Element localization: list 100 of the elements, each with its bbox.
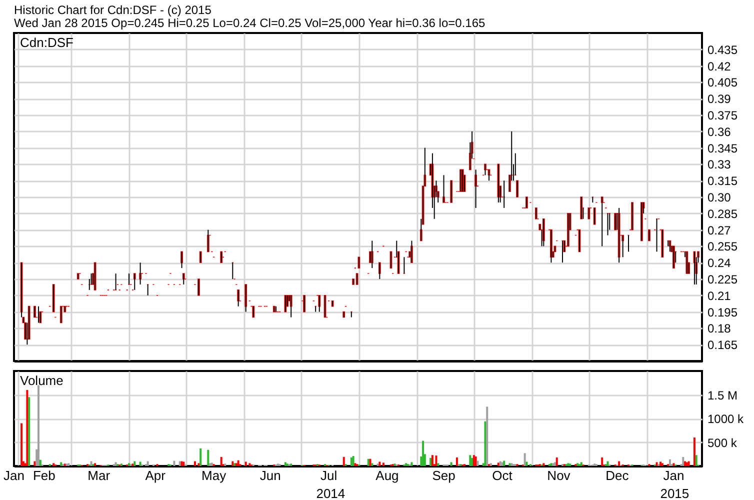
bar [471, 458, 474, 466]
bar [668, 459, 671, 466]
y-tick-label: 0.36 [708, 124, 732, 139]
bar [486, 406, 488, 466]
bar [684, 461, 686, 466]
y-tick-label: 0.30 [708, 190, 732, 204]
bar [450, 462, 452, 466]
bar [410, 462, 413, 466]
x-tick-label: Jul [320, 468, 338, 483]
bar [371, 463, 374, 466]
bar [173, 460, 176, 466]
bar [220, 456, 222, 466]
chart-title: Historic Chart for Cdn:DSF - (c) 2015 [14, 3, 212, 17]
bar [686, 462, 688, 466]
x-tick-label: Mar [88, 468, 111, 483]
bar [601, 457, 604, 466]
bar [554, 462, 556, 466]
x-tick-label: Jan [4, 468, 24, 483]
y-tick-label: 0.225 [708, 272, 738, 286]
bar [469, 455, 472, 466]
bar [618, 461, 620, 466]
bar [200, 448, 202, 466]
y-tick-label: 0.24 [708, 256, 732, 270]
bar [688, 461, 690, 466]
bar [476, 460, 479, 466]
y-tick-label: 0.33 [708, 158, 732, 172]
candlestick [516, 180, 518, 198]
bar [437, 463, 440, 466]
candlestick [648, 229, 650, 242]
y-tick-label: 500 k [708, 436, 738, 450]
y-tick-label: 0.21 [708, 288, 732, 303]
bar [209, 463, 212, 466]
bar [435, 456, 438, 466]
text: 2014 [316, 486, 346, 500]
x-tick-label: Nov [547, 468, 571, 483]
bar [660, 462, 662, 466]
candlestick [580, 196, 583, 220]
bar [422, 440, 424, 466]
bar [34, 461, 36, 466]
y-tick-label: 0.315 [708, 174, 738, 188]
bar [38, 385, 40, 466]
y-tick-label: 0.375 [708, 108, 738, 122]
candlestick [450, 180, 453, 203]
y-tick-label: 0.42 [708, 59, 732, 74]
candlestick [526, 196, 528, 208]
x-tick-label: Dec [606, 468, 630, 483]
bar [695, 455, 698, 466]
bar [661, 463, 664, 466]
y-tick-label: 0.435 [708, 42, 738, 57]
y-tick-label: 0.345 [708, 141, 738, 156]
bar [350, 457, 352, 466]
bar [134, 461, 136, 466]
y-tick-label: 0.39 [708, 92, 732, 106]
x-tick-label: Feb [32, 468, 56, 483]
y-tick-label: 1000 k [708, 412, 745, 426]
bar [526, 462, 528, 466]
bar [342, 456, 345, 466]
bar [693, 438, 696, 466]
bar [524, 453, 526, 466]
y-tick-label: 0.285 [708, 206, 738, 221]
x-tick-label: Jan [663, 468, 684, 483]
candlestick [94, 262, 96, 290]
text: 2015 [660, 486, 690, 500]
bar [194, 461, 196, 466]
bar [484, 421, 486, 466]
bar [20, 423, 23, 466]
series-label: Volume [20, 373, 64, 388]
y-tick-label: 1.5 M [708, 388, 738, 402]
bar [682, 456, 684, 466]
x-tick-label: Sep [432, 468, 456, 483]
x-tick-label: Aug [376, 468, 399, 483]
text: Cdn:DSF [20, 35, 74, 50]
chart-subtitle: Wed Jan 28 2015 Op=0.245 Hi=0.25 Lo=0.24 Cl=0.25 Vol=25,000 Year hi=0.36 lo=0.165 [14, 16, 486, 30]
bar [244, 462, 247, 466]
bar [352, 456, 354, 466]
bar [26, 390, 28, 466]
candlestick [34, 306, 36, 318]
x-tick-label: Jun [260, 468, 281, 483]
bar [28, 397, 30, 466]
x-tick-label: Apr [145, 468, 166, 483]
y-tick-label: 0.18 [708, 322, 732, 336]
bar [207, 450, 210, 466]
y-tick-label: 0.27 [708, 223, 732, 238]
bar [146, 461, 149, 466]
candlestick [356, 273, 358, 285]
bar [139, 462, 142, 466]
bar [556, 457, 558, 466]
candlestick [342, 311, 346, 318]
bar [431, 455, 434, 466]
candlestick [272, 306, 276, 312]
bar [39, 460, 42, 466]
y-tick-label: 0.255 [708, 240, 738, 254]
candlestick [198, 278, 200, 296]
y-tick-label: 0.405 [708, 76, 738, 90]
bar [430, 458, 432, 466]
x-tick-label: Oct [492, 468, 513, 483]
x-tick-label: May [202, 468, 227, 483]
bar [456, 457, 458, 466]
bar [382, 462, 384, 466]
y-tick-label: 0.165 [708, 338, 738, 352]
